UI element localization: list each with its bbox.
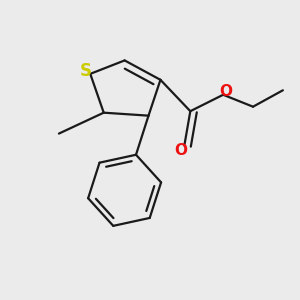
Text: O: O [174,143,187,158]
Text: O: O [220,84,232,99]
Text: S: S [80,62,92,80]
